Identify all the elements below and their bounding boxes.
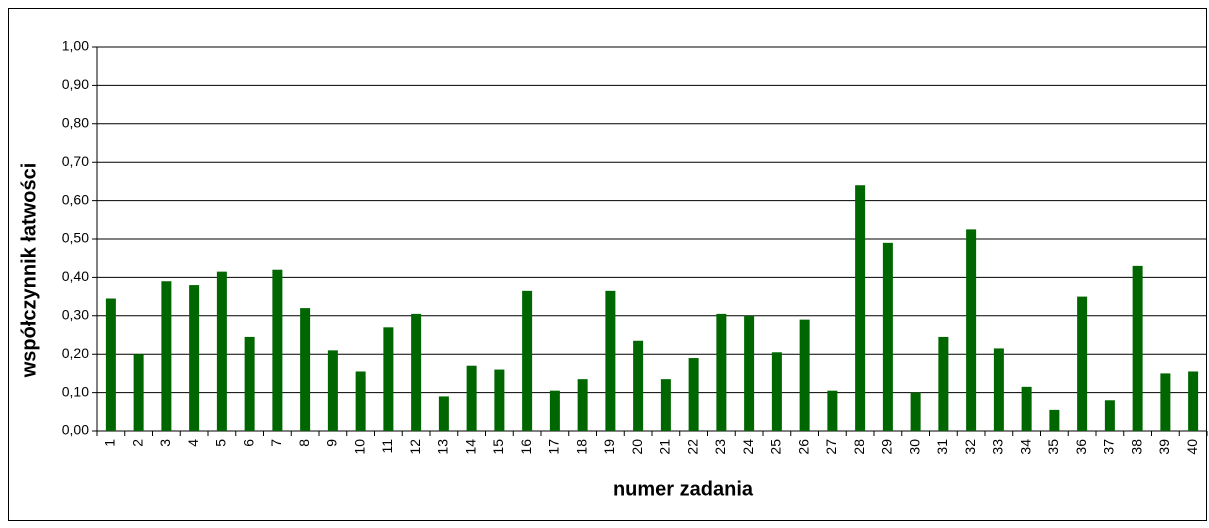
bar (855, 185, 866, 431)
x-tick-label: 3 (157, 439, 173, 447)
y-tick-label: 0,30 (62, 307, 89, 323)
bar (771, 352, 782, 431)
x-tick-label: 4 (185, 439, 201, 447)
x-tick-label: 36 (1073, 439, 1089, 455)
y-tick-label: 0,50 (62, 230, 89, 246)
x-tick-label: 28 (851, 439, 867, 455)
bar (882, 242, 893, 431)
bar (660, 379, 671, 431)
x-tick-label: 1 (102, 439, 118, 447)
bar (272, 269, 283, 431)
x-tick-label: 31 (934, 439, 950, 455)
y-tick-label: 0,60 (62, 191, 89, 207)
x-tick-label: 14 (462, 439, 478, 455)
bar (383, 327, 394, 431)
bar (938, 336, 949, 431)
x-tick-label: 27 (823, 439, 839, 455)
y-tick-label: 0,40 (62, 268, 89, 284)
bar (494, 369, 505, 431)
bar (1132, 265, 1143, 431)
x-tick-label: 32 (962, 439, 978, 455)
bar (605, 290, 616, 431)
y-tick-label: 0,10 (62, 383, 89, 399)
bar (716, 313, 727, 431)
bar (799, 319, 810, 431)
x-tick-label: 23 (712, 439, 728, 455)
x-tick-label: 6 (240, 439, 256, 447)
x-tick-label: 29 (879, 439, 895, 455)
bar (300, 308, 311, 431)
x-tick-label: 21 (657, 439, 673, 455)
bar (577, 379, 588, 431)
bar (744, 315, 755, 431)
bar (189, 285, 200, 431)
x-tick-label: 16 (518, 439, 534, 455)
x-tick-label: 10 (351, 439, 367, 455)
x-tick-label: 17 (546, 439, 562, 455)
x-tick-label: 13 (435, 439, 451, 455)
bar (411, 313, 422, 431)
x-tick-label: 25 (768, 439, 784, 455)
x-tick-label: 18 (573, 439, 589, 455)
x-tick-label: 35 (1045, 439, 1061, 455)
y-tick-label: 0,70 (62, 153, 89, 169)
bar (1104, 400, 1115, 431)
bar (133, 354, 144, 431)
bar (1188, 371, 1199, 431)
bar (633, 340, 644, 431)
y-tick-label: 0,80 (62, 115, 89, 131)
bar (966, 229, 977, 431)
x-tick-label: 34 (1017, 439, 1033, 455)
x-tick-label: 15 (490, 439, 506, 455)
bar (216, 271, 227, 431)
x-tick-label: 33 (990, 439, 1006, 455)
y-tick-label: 1,00 (62, 38, 89, 54)
bar (355, 371, 366, 431)
bar (466, 365, 477, 431)
bar (1049, 409, 1060, 431)
y-tick-label: 0,90 (62, 76, 89, 92)
x-tick-label: 19 (601, 439, 617, 455)
x-tick-label: 12 (407, 439, 423, 455)
x-tick-label: 5 (213, 439, 229, 447)
bar (827, 390, 838, 431)
bar (688, 358, 699, 431)
x-tick-label: 7 (268, 439, 284, 447)
x-tick-label: 24 (740, 439, 756, 455)
bar (1077, 296, 1088, 431)
y-tick-label: 0,00 (62, 422, 89, 438)
bar (522, 290, 533, 431)
x-tick-label: 22 (684, 439, 700, 455)
x-tick-label: 8 (296, 439, 312, 447)
x-tick-label: 2 (129, 439, 145, 447)
x-tick-label: 39 (1156, 439, 1172, 455)
x-axis-title: numer zadania (613, 478, 754, 500)
x-tick-label: 26 (795, 439, 811, 455)
bar (244, 336, 255, 431)
x-tick-label: 40 (1184, 439, 1200, 455)
x-tick-label: 38 (1128, 439, 1144, 455)
bar (1160, 373, 1171, 431)
x-tick-label: 37 (1101, 439, 1117, 455)
bar (327, 350, 338, 431)
bar (161, 281, 172, 431)
bar (993, 348, 1004, 431)
bar (1021, 386, 1032, 431)
bar (549, 390, 560, 431)
y-tick-label: 0,20 (62, 345, 89, 361)
x-tick-label: 20 (629, 439, 645, 455)
bar (105, 298, 116, 431)
x-tick-label: 11 (379, 439, 395, 454)
x-tick-label: 30 (906, 439, 922, 455)
y-axis-title: współczynnik łatwości (18, 163, 40, 379)
bar (910, 392, 921, 431)
x-tick-label: 9 (324, 439, 340, 447)
bar (438, 396, 449, 431)
